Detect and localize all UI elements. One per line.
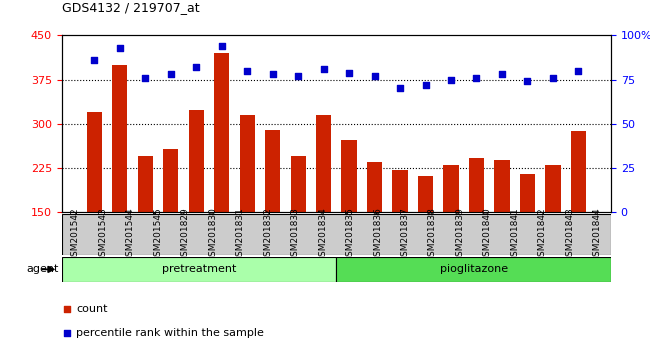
Bar [418,176,433,301]
Point [114,45,125,51]
Text: percentile rank within the sample: percentile rank within the sample [77,329,265,338]
Text: GSM201837: GSM201837 [400,207,410,262]
Bar [341,140,357,301]
Bar [240,115,255,301]
Point [548,75,558,81]
Point [268,72,278,77]
Text: GSM201832: GSM201832 [263,207,272,262]
Point [140,75,151,81]
Point [216,43,227,49]
Bar [337,257,611,282]
Point [61,331,72,336]
Point [369,73,380,79]
Text: pretreatment: pretreatment [162,264,236,274]
Text: GSM201841: GSM201841 [510,207,519,262]
Text: GSM201840: GSM201840 [483,207,492,262]
Point [573,68,584,74]
Bar [138,156,153,301]
Text: GSM201545: GSM201545 [153,207,162,262]
Text: GSM201544: GSM201544 [126,207,135,262]
Point [293,73,304,79]
Point [242,68,252,74]
Text: GSM201829: GSM201829 [181,207,190,262]
Text: GSM201839: GSM201839 [456,207,465,262]
Bar [494,160,510,301]
Text: GDS4132 / 219707_at: GDS4132 / 219707_at [62,1,200,14]
Text: GSM201830: GSM201830 [208,207,217,262]
Point [395,86,405,91]
Bar [393,170,408,301]
Text: GSM201834: GSM201834 [318,207,327,262]
Point [191,64,202,70]
Text: pioglitazone: pioglitazone [439,264,508,274]
Point [166,72,176,77]
Bar [265,130,280,301]
Point [344,70,354,75]
Text: GSM201844: GSM201844 [593,207,602,262]
FancyBboxPatch shape [62,214,611,255]
Bar [443,165,459,301]
Text: GSM201836: GSM201836 [373,207,382,262]
Point [61,306,72,312]
Text: GSM201542: GSM201542 [71,207,80,262]
Text: count: count [77,304,108,314]
Text: GSM201843: GSM201843 [566,207,575,262]
Point [497,72,507,77]
Point [318,66,329,72]
Point [89,57,99,63]
Bar [291,156,306,301]
Bar [367,162,382,301]
Text: GSM201831: GSM201831 [236,207,245,262]
Text: GSM201543: GSM201543 [98,207,107,262]
Bar [571,131,586,301]
Text: GSM201835: GSM201835 [346,207,355,262]
Bar [545,165,560,301]
Bar [520,174,535,301]
Bar [62,257,337,282]
Text: agent: agent [26,264,58,274]
Point [446,77,456,82]
Bar [188,110,204,301]
Bar [86,112,102,301]
Bar [112,65,127,301]
Text: GSM201842: GSM201842 [538,207,547,262]
Text: GSM201833: GSM201833 [291,207,300,262]
Text: GSM201838: GSM201838 [428,207,437,262]
Point [522,79,532,84]
Bar [163,149,179,301]
Bar [469,158,484,301]
Point [471,75,482,81]
Bar [316,115,332,301]
Bar [214,53,229,301]
Point [421,82,431,88]
